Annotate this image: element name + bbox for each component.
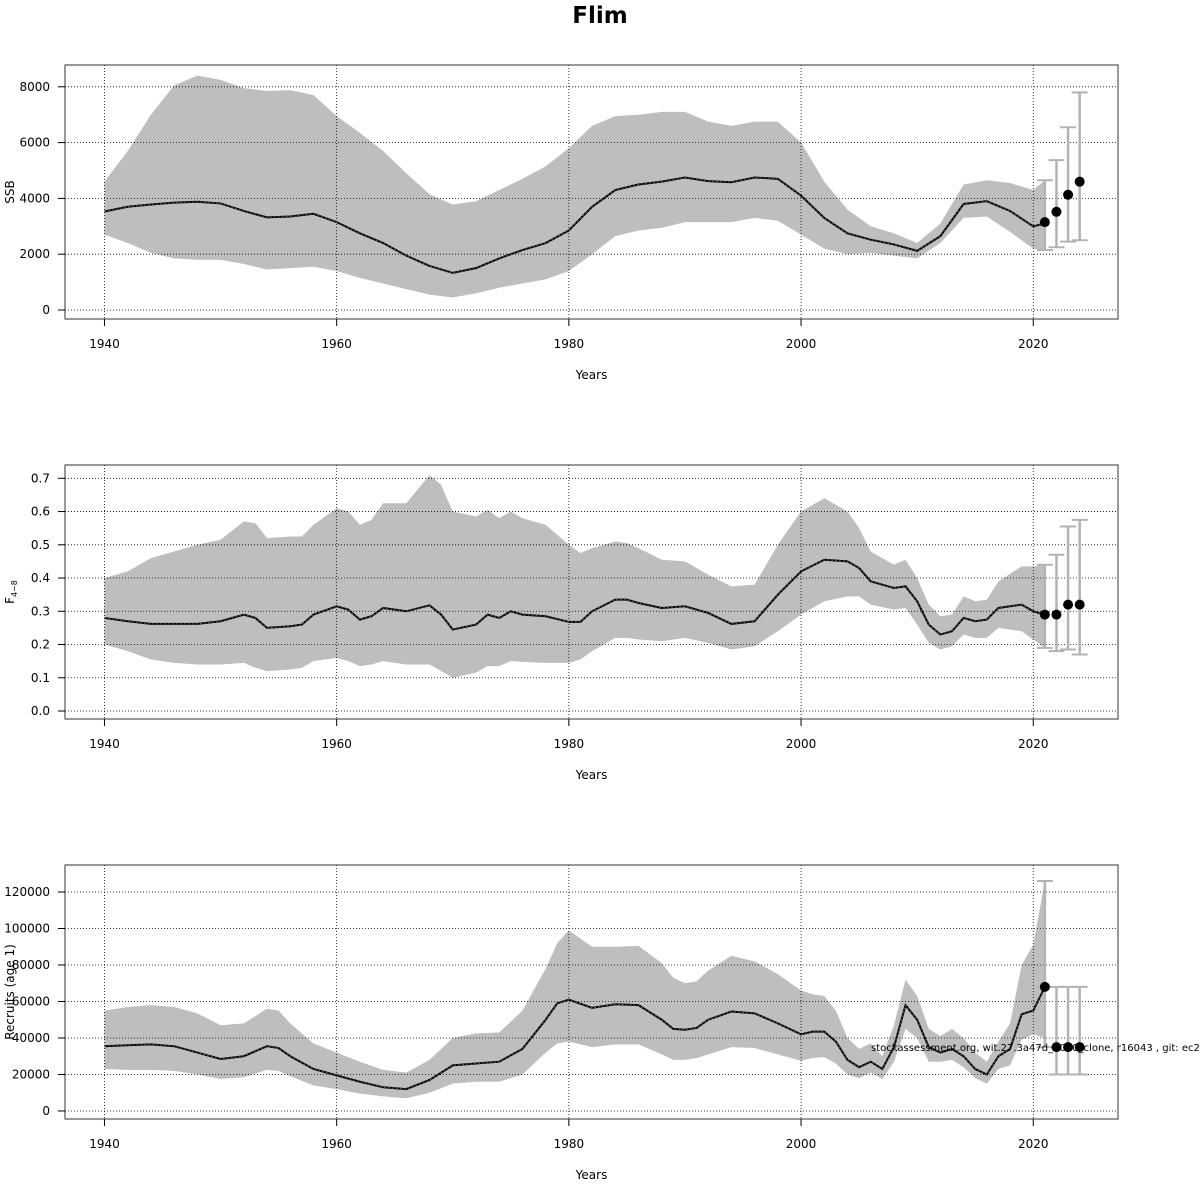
- x-tick-label: 2020: [1018, 737, 1049, 751]
- chart-title: Flim: [572, 3, 628, 29]
- y-tick-label: 0.6: [31, 505, 50, 519]
- y-tick-label: 60000: [12, 994, 50, 1008]
- forecast-point: [1074, 599, 1085, 610]
- panel-1: 1940 1960 1980 2000 2020 Years 0 2000 4000 6000 80…: [3, 64, 1119, 382]
- x-tick-label: 2000: [786, 1137, 817, 1151]
- x-tick-label: 2000: [786, 737, 817, 751]
- x-tick-label: 1940: [89, 337, 120, 351]
- x-tick-label: 1980: [554, 337, 585, 351]
- y-axis-label-subscript: 4−8: [10, 580, 19, 597]
- x-tick-label: 2020: [1018, 337, 1049, 351]
- x-tick-label: 1960: [321, 737, 352, 751]
- y-tick-label: 0.3: [31, 604, 50, 618]
- forecast-point: [1039, 609, 1050, 620]
- y-tick-label: 40000: [12, 1031, 50, 1045]
- y-tick-label: 0: [42, 1104, 50, 1118]
- y-tick-label: 120000: [4, 885, 50, 899]
- plot-frame: [64, 864, 1119, 1120]
- estimate-line-dash: [104, 559, 1045, 636]
- y-tick-label: 0.2: [31, 638, 50, 652]
- forecast-point: [1051, 206, 1062, 217]
- estimate-line-dash: [104, 986, 1046, 1090]
- x-tick-label: 1960: [321, 337, 352, 351]
- y-axis-label: Recruits (age 1): [3, 944, 17, 1040]
- confidence-band: [104, 881, 1045, 1099]
- y-axis-label: F4−8: [3, 580, 19, 604]
- forecast-point: [1063, 599, 1074, 610]
- y-tick-label: 0.1: [31, 671, 50, 685]
- y-tick-label: 0: [42, 303, 50, 317]
- x-tick-label: 1980: [554, 1137, 585, 1151]
- y-tick-label: 0.0: [31, 704, 50, 718]
- forecast-point: [1051, 609, 1062, 620]
- x-tick-label: 2000: [786, 337, 817, 351]
- forecast-point: [1039, 217, 1050, 228]
- confidence-band: [104, 75, 1045, 298]
- panel-2: 1940 1960 1980 2000 2020 Years 0.0 0.1 0.2 0.3 0.4…: [3, 464, 1119, 782]
- forecast-point: [1074, 1042, 1085, 1053]
- panel-3: 1940 1960 1980 2000 2020 Years 0 20000 40000 6000…: [3, 864, 1119, 1182]
- forecast-point: [1063, 189, 1074, 200]
- confidence-band: [104, 474, 1045, 678]
- y-tick-label: 100000: [4, 922, 50, 936]
- x-tick-label: 1940: [89, 1137, 120, 1151]
- forecast-point: [1074, 176, 1085, 187]
- y-tick-label: 0.5: [31, 538, 50, 552]
- plot-frame: [64, 464, 1119, 720]
- y-tick-label: 20000: [12, 1067, 50, 1081]
- plot-frame: [64, 64, 1119, 320]
- forecast-point: [1063, 1042, 1074, 1053]
- y-tick-label: 8000: [19, 80, 50, 94]
- x-tick-label: 1980: [554, 737, 585, 751]
- x-tick-label: 1960: [321, 1137, 352, 1151]
- x-axis-label: Years: [575, 1168, 608, 1182]
- y-tick-label: 4000: [19, 191, 50, 205]
- x-axis-label: Years: [575, 368, 608, 382]
- y-tick-label: 6000: [19, 136, 50, 150]
- x-tick-label: 1940: [89, 737, 120, 751]
- y-axis-label: SSB: [3, 180, 17, 203]
- estimate-line-dash: [104, 176, 1045, 274]
- y-tick-label: 80000: [12, 958, 50, 972]
- y-tick-label: 2000: [19, 247, 50, 261]
- forecast-point: [1051, 1042, 1062, 1053]
- forecast-point: [1039, 981, 1050, 992]
- x-tick-label: 2020: [1018, 1137, 1049, 1151]
- y-tick-label: 0.4: [31, 571, 50, 585]
- watermark-text: stockassessment.org, wit.27.3a47d_2020_c…: [871, 1043, 1200, 1054]
- x-axis-label: Years: [575, 768, 608, 782]
- y-tick-label: 0.7: [31, 471, 50, 485]
